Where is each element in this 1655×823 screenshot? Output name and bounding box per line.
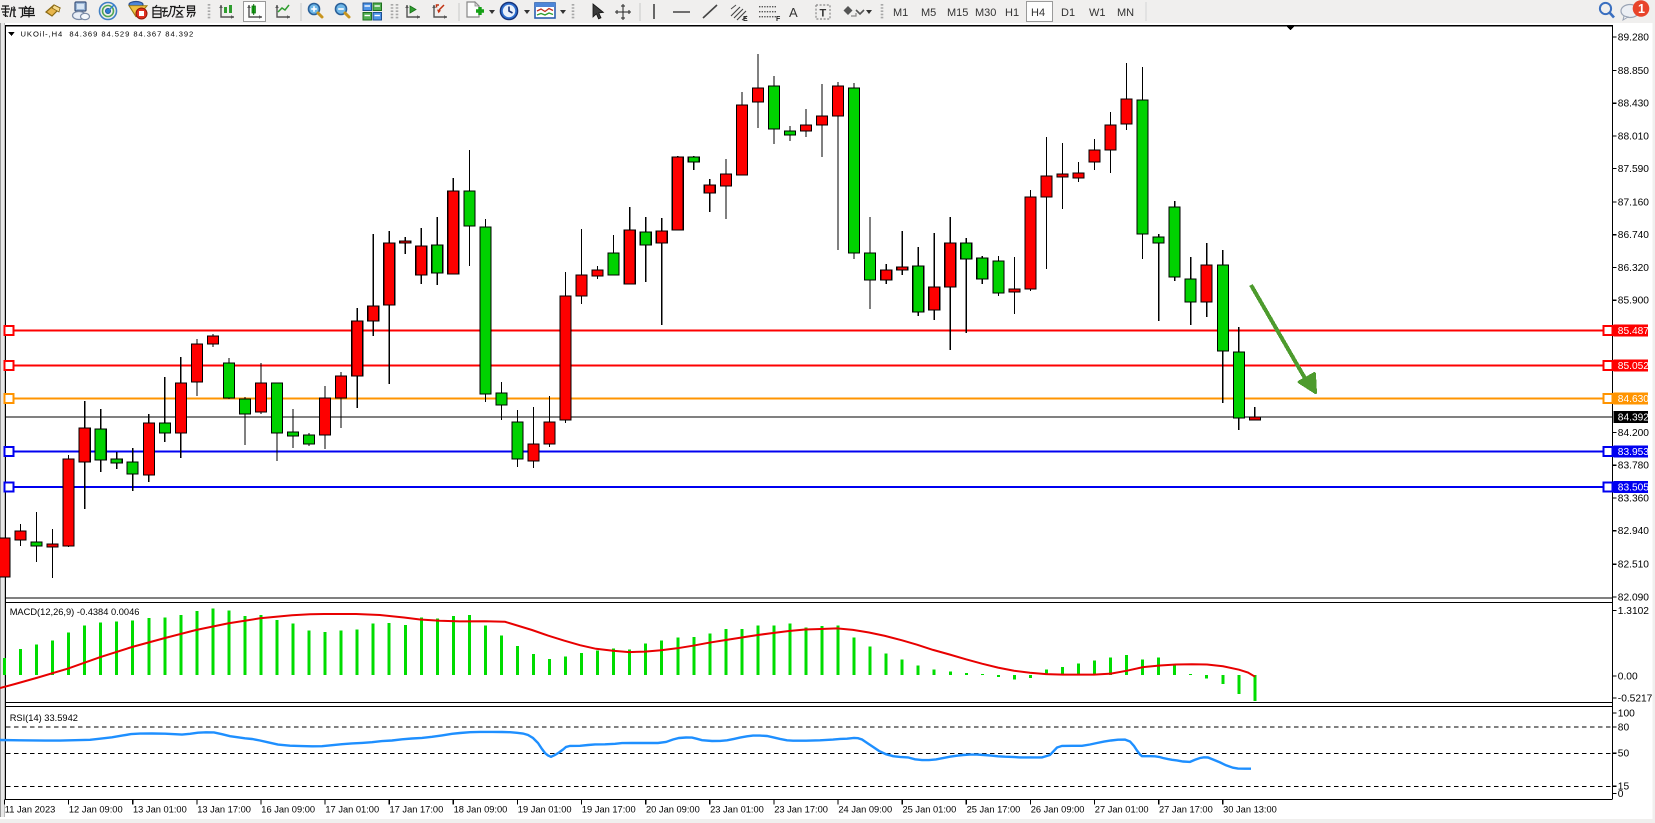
svg-text:88.430: 88.430 [1618,99,1649,110]
svg-text:F: F [776,16,781,23]
svg-text:50: 50 [1618,749,1630,760]
svg-text:RSI(14) 33.5942: RSI(14) 33.5942 [10,713,78,723]
svg-text:26 Jan 09:00: 26 Jan 09:00 [1031,805,1085,815]
svg-text:T: T [820,8,827,20]
svg-text:W1: W1 [1089,7,1106,19]
svg-text:-0.5217: -0.5217 [1618,693,1653,704]
svg-text:MACD(12,26,9) -0.4384 0.0046: MACD(12,26,9) -0.4384 0.0046 [10,607,140,617]
svg-text:0.00: 0.00 [1618,671,1638,682]
svg-text:23 Jan 17:00: 23 Jan 17:00 [774,805,828,815]
svg-text:E: E [743,16,748,23]
svg-text:0: 0 [1618,789,1624,800]
svg-text:M15: M15 [947,7,968,19]
svg-text:H4: H4 [1031,7,1045,19]
svg-text:82.090: 82.090 [1618,592,1649,603]
svg-text:25 Jan 01:00: 25 Jan 01:00 [903,805,957,815]
svg-text:19 Jan 17:00: 19 Jan 17:00 [582,805,636,815]
svg-text:30 Jan 13:00: 30 Jan 13:00 [1223,805,1277,815]
svg-text:87.590: 87.590 [1618,164,1649,175]
svg-text:UKOil-,H4 84.369 84.529 84.36: UKOil-,H4 84.369 84.529 84.367 84.392 [21,30,195,39]
svg-text:19 Jan 01:00: 19 Jan 01:00 [518,805,572,815]
svg-text:85.052: 85.052 [1618,361,1649,372]
svg-text:MN: MN [1117,7,1134,19]
svg-text:17 Jan 17:00: 17 Jan 17:00 [390,805,444,815]
svg-text:86.740: 86.740 [1618,230,1649,241]
svg-text:84.630: 84.630 [1618,394,1649,405]
svg-text:24 Jan 09:00: 24 Jan 09:00 [838,805,892,815]
svg-text:M5: M5 [921,7,936,19]
svg-text:83.360: 83.360 [1618,493,1649,504]
svg-text:89.280: 89.280 [1618,32,1649,43]
svg-text:84.392: 84.392 [1618,412,1649,423]
svg-text:88.010: 88.010 [1618,131,1649,142]
svg-text:1.3102: 1.3102 [1618,606,1649,617]
svg-text:13 Jan 01:00: 13 Jan 01:00 [133,805,187,815]
svg-text:1: 1 [1638,2,1645,16]
svg-text:H1: H1 [1005,7,1019,19]
svg-text:M1: M1 [893,7,908,19]
svg-text:83.780: 83.780 [1618,461,1649,472]
svg-text:85.487: 85.487 [1618,326,1649,337]
svg-text:83.953: 83.953 [1618,447,1649,458]
svg-text:12 Jan 09:00: 12 Jan 09:00 [69,805,123,815]
svg-text:82.940: 82.940 [1618,526,1649,537]
svg-text:85.900: 85.900 [1618,296,1649,307]
svg-text:27 Jan 17:00: 27 Jan 17:00 [1159,805,1213,815]
svg-text:15: 15 [1618,782,1630,793]
svg-text:83.505: 83.505 [1618,482,1649,493]
svg-text:18 Jan 09:00: 18 Jan 09:00 [454,805,508,815]
svg-text:100: 100 [1618,708,1635,719]
svg-text:13 Jan 17:00: 13 Jan 17:00 [197,805,251,815]
svg-text:84.200: 84.200 [1618,428,1649,439]
svg-text:25 Jan 17:00: 25 Jan 17:00 [967,805,1021,815]
svg-text:D1: D1 [1061,7,1075,19]
svg-text:87.160: 87.160 [1618,198,1649,209]
svg-text:86.320: 86.320 [1618,263,1649,274]
svg-text:17 Jan 01:00: 17 Jan 01:00 [325,805,379,815]
svg-text:80: 80 [1618,722,1630,733]
svg-text:23 Jan 01:00: 23 Jan 01:00 [710,805,764,815]
svg-text:A: A [789,5,798,20]
svg-text:27 Jan 01:00: 27 Jan 01:00 [1095,805,1149,815]
svg-text:88.850: 88.850 [1618,66,1649,77]
svg-text:82.510: 82.510 [1618,560,1649,571]
svg-text:11 Jan 2023: 11 Jan 2023 [5,805,56,815]
svg-text:20 Jan 09:00: 20 Jan 09:00 [646,805,700,815]
svg-text:M30: M30 [975,7,996,19]
svg-text:16 Jan 09:00: 16 Jan 09:00 [261,805,315,815]
